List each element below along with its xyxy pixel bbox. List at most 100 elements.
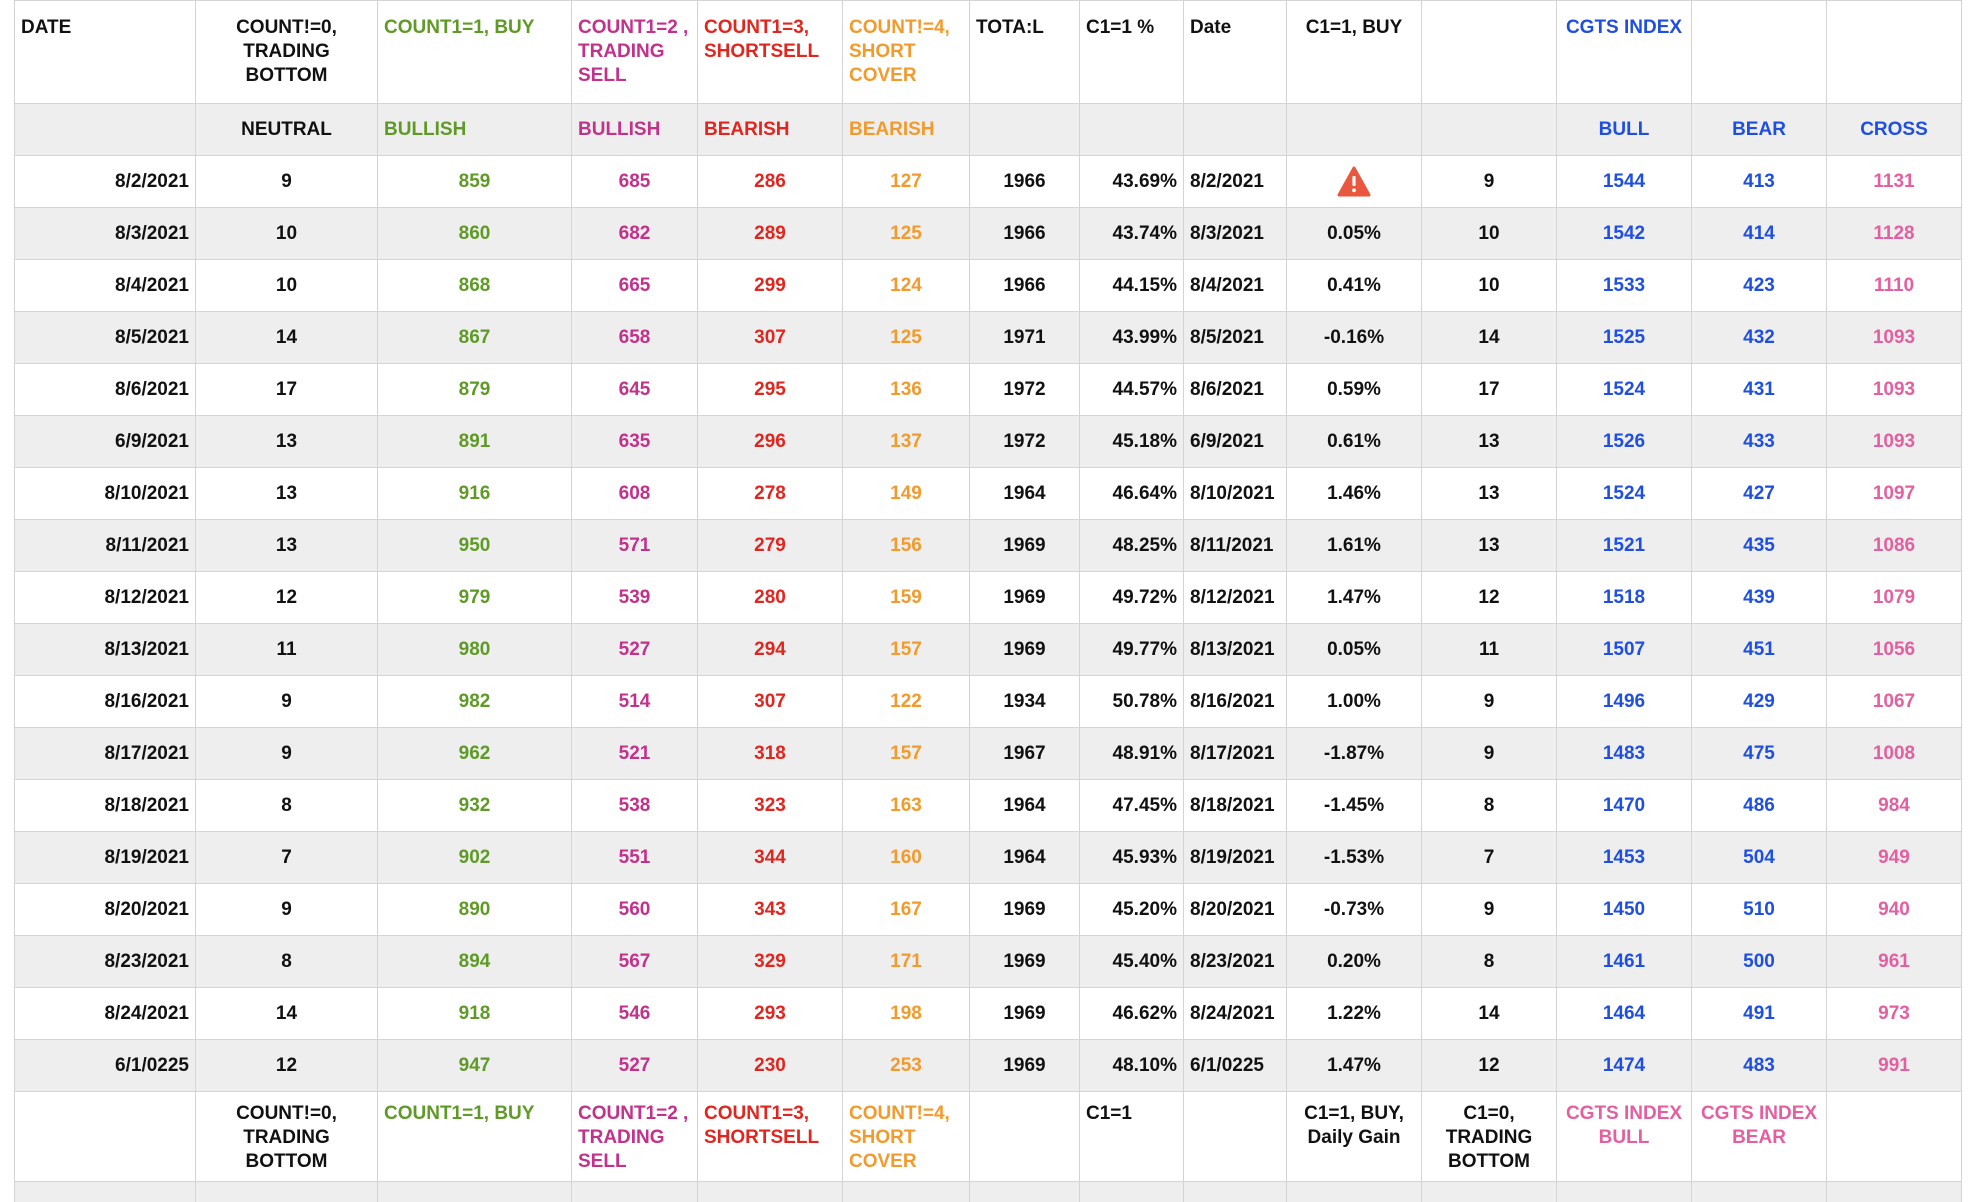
footer-cgts-bear[interactable]: CGTS INDEX BEAR [1691,1091,1827,1182]
cell-cgts-bear[interactable]: 500 [1691,935,1827,988]
cell-c1-pct[interactable]: 44.57% [1079,363,1184,416]
cell-c1-daily-gain[interactable]: 1.47% [1286,1039,1422,1092]
cell-c1-pct[interactable]: 46.62% [1079,987,1184,1040]
cell-cgts-bear[interactable]: 429 [1691,675,1827,728]
cell-cgts-cross[interactable]: 961 [1826,935,1962,988]
cell-total[interactable]: 1969 [969,883,1080,936]
header-count3[interactable]: COUNT1=3, SHORTSELL [697,0,843,104]
cell-count4[interactable]: 160 [842,831,970,884]
cell-trading-bottom[interactable]: 9 [1421,675,1557,728]
cell-count1[interactable]: 916 [377,467,572,520]
cell-c1-pct[interactable]: 43.99% [1079,311,1184,364]
cell-c1-daily-gain[interactable]: 1.46% [1286,467,1422,520]
header-date[interactable]: DATE [14,0,196,104]
cell-trading-bottom[interactable]: 17 [1421,363,1557,416]
cell-count3[interactable]: 344 [697,831,843,884]
header-empty-1[interactable] [1691,0,1827,104]
subheader-neutral[interactable]: NEUTRAL [195,103,378,156]
cell-count3[interactable]: 323 [697,779,843,832]
cell-count3[interactable]: 329 [697,935,843,988]
cell-total[interactable]: 1964 [969,467,1080,520]
cell-count4[interactable]: 125 [842,311,970,364]
cell-count0[interactable]: 8 [195,935,378,988]
cell-cgts-bull[interactable]: 1483 [1556,727,1692,780]
cell-date2[interactable]: 8/10/2021 [1183,467,1287,520]
footer-c1[interactable]: C1=1 [1079,1091,1184,1182]
cell-count2[interactable]: 635 [571,415,698,468]
header-c1pct[interactable]: C1=1 % [1079,0,1184,104]
cell-total[interactable]: 1966 [969,259,1080,312]
cell-trading-bottom[interactable]: 8 [1421,935,1557,988]
cell-count0[interactable]: 9 [195,675,378,728]
header-count1[interactable]: COUNT1=1, BUY [377,0,572,104]
cell-count3[interactable]: 299 [697,259,843,312]
cell-c1-daily-gain[interactable]: 0.05% [1286,623,1422,676]
cell-count2[interactable]: 608 [571,467,698,520]
subheader-empty[interactable] [1421,103,1557,156]
cell-date2[interactable]: 8/12/2021 [1183,571,1287,624]
cell-date[interactable]: 8/17/2021 [14,727,196,780]
footer-count2[interactable]: COUNT1=2 , TRADING SELL [571,1091,698,1182]
cell-cgts-bull[interactable]: 1496 [1556,675,1692,728]
cell-date2[interactable]: 8/11/2021 [1183,519,1287,572]
cell-date2[interactable]: 8/4/2021 [1183,259,1287,312]
cell-date[interactable]: 8/12/2021 [14,571,196,624]
header-empty-2[interactable] [1826,0,1962,104]
cell-count4[interactable]: 167 [842,883,970,936]
cell-cgts-bull[interactable]: 1518 [1556,571,1692,624]
cell-c1-daily-gain[interactable]: 0.20% [1286,935,1422,988]
cell-cgts-cross[interactable]: 1079 [1826,571,1962,624]
cell-total[interactable]: 1964 [969,831,1080,884]
cell-count1[interactable]: 894 [377,935,572,988]
cell-cgts-cross[interactable]: 1131 [1826,155,1962,208]
cell-count1[interactable]: 947 [377,1039,572,1092]
cell-cgts-bull[interactable]: 1470 [1556,779,1692,832]
cell-cgts-bear[interactable]: 414 [1691,207,1827,260]
footer-empty[interactable] [1183,1091,1287,1182]
cell-cgts-bull[interactable]: 1524 [1556,363,1692,416]
cell-cgts-cross[interactable]: 991 [1826,1039,1962,1092]
cell-count3[interactable]: 278 [697,467,843,520]
cell-count0[interactable]: 9 [195,727,378,780]
cell-cgts-bear[interactable]: 423 [1691,259,1827,312]
cell-count1[interactable]: 890 [377,883,572,936]
cell-cgts-bear[interactable]: 431 [1691,363,1827,416]
cell-c1-pct[interactable]: 46.64% [1079,467,1184,520]
cell-date2[interactable]: 8/19/2021 [1183,831,1287,884]
cell-total[interactable]: 1969 [969,571,1080,624]
cell-trading-bottom[interactable]: 14 [1421,311,1557,364]
cell-cgts-bull[interactable]: 1464 [1556,987,1692,1040]
cell-date2[interactable]: 8/13/2021 [1183,623,1287,676]
subheader-bullish-1[interactable]: BULLISH [377,103,572,156]
cell-count4[interactable]: 122 [842,675,970,728]
footer-cgts-bull[interactable]: CGTS INDEX BULL [1556,1091,1692,1182]
header-date2[interactable]: Date [1183,0,1287,104]
cell-c1-daily-gain[interactable]: 1.61% [1286,519,1422,572]
cell-trading-bottom[interactable]: 12 [1421,1039,1557,1092]
cell-date[interactable]: 8/4/2021 [14,259,196,312]
cell-count1[interactable]: 982 [377,675,572,728]
cell-cgts-bear[interactable]: 510 [1691,883,1827,936]
cell-cgts-cross[interactable]: 984 [1826,779,1962,832]
cell-c1-daily-gain[interactable]: 0.61% [1286,415,1422,468]
cell-cgts-bear[interactable]: 432 [1691,311,1827,364]
cell-date2[interactable]: 8/6/2021 [1183,363,1287,416]
header-count4[interactable]: COUNT!=4, SHORT COVER [842,0,970,104]
cell-date2[interactable]: 8/16/2021 [1183,675,1287,728]
cell-c1-daily-gain[interactable] [1286,155,1422,208]
cell-cgts-bull[interactable]: 1525 [1556,311,1692,364]
cell-cgts-cross[interactable]: 1056 [1826,623,1962,676]
cell-count0[interactable]: 9 [195,155,378,208]
cell-cgts-bull[interactable]: 1521 [1556,519,1692,572]
cell-cgts-bull[interactable]: 1507 [1556,623,1692,676]
cell-count2[interactable]: 514 [571,675,698,728]
cell-date2[interactable]: 8/20/2021 [1183,883,1287,936]
cell-cgts-bull[interactable]: 1533 [1556,259,1692,312]
cell-count0[interactable]: 14 [195,987,378,1040]
cell-cgts-bear[interactable]: 433 [1691,415,1827,468]
cell-count1[interactable]: 879 [377,363,572,416]
cell-count4[interactable]: 127 [842,155,970,208]
cell-count4[interactable]: 136 [842,363,970,416]
cell-cgts-bull[interactable]: 1453 [1556,831,1692,884]
cell-count2[interactable]: 538 [571,779,698,832]
